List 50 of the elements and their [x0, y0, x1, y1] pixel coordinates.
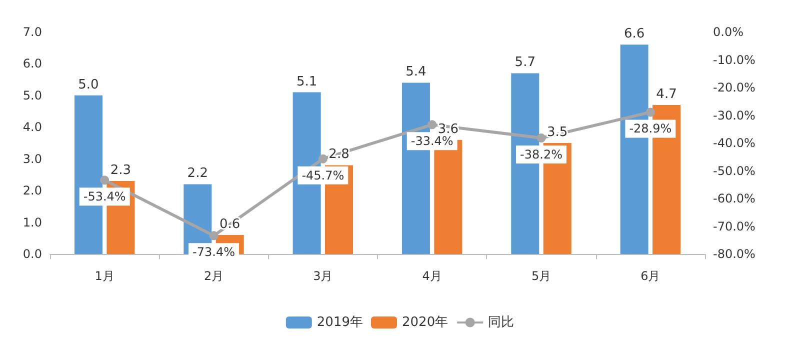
data-label: 4.7	[656, 86, 677, 102]
point	[100, 176, 110, 185]
y2-tick-label: -50.0%	[713, 164, 756, 178]
y2-tick-label: -60.0%	[713, 192, 756, 206]
y-tick-label: 1.0	[22, 215, 42, 230]
data-label: 3.5	[547, 125, 568, 140]
x-tick-label: 2月	[204, 269, 224, 283]
data-label: -53.4%	[83, 190, 126, 204]
point	[646, 108, 655, 117]
x-tick-label: 6月	[640, 269, 660, 283]
y-tick-label: 6.0	[22, 56, 42, 71]
y-tick-label: 2.0	[22, 184, 42, 198]
data-label: -28.9%	[629, 122, 672, 136]
data-label: 2.2	[187, 166, 208, 182]
legend-label: 2019年	[316, 315, 364, 330]
data-label: 5.1	[296, 74, 318, 90]
legend-label: 同比	[488, 315, 514, 330]
y2-tick-label: -70.0%	[713, 219, 756, 234]
data-label: 2.8	[328, 147, 350, 162]
x-tick-label: 1月	[94, 269, 114, 283]
y2-tick-label: -80.0%	[713, 247, 756, 261]
data-label: 2.3	[110, 163, 132, 178]
x-tick-label: 4月	[422, 269, 442, 283]
data-label: -73.4%	[192, 245, 235, 260]
y-tick-label: 0.0	[22, 247, 42, 261]
point	[536, 134, 546, 142]
point	[428, 120, 437, 130]
y-tick-label: 5.0	[22, 88, 42, 102]
y2-tick-label: 0.0%	[713, 25, 744, 39]
data-label: 5.7	[514, 55, 536, 70]
y2-tick-label: -10.0%	[713, 52, 756, 67]
x-tick-label: 5月	[531, 269, 552, 283]
y2-tick-label: -40.0%	[713, 136, 756, 150]
data-label: -33.4%	[410, 134, 454, 148]
point	[318, 154, 328, 164]
data-label: 5.4	[406, 64, 426, 80]
y2-tick-label: -20.0%	[713, 80, 756, 94]
data-label: -38.2%	[520, 148, 562, 162]
legend-label: 2020年	[402, 315, 448, 330]
data-label: 5.0	[78, 77, 99, 92]
point	[209, 231, 218, 240]
data-label: 0.6	[220, 216, 240, 232]
y2-tick-label: -30.0%	[713, 108, 756, 122]
data-label: -45.7%	[302, 168, 344, 182]
y-tick-label: 4.0	[22, 120, 42, 134]
y-tick-label: 3.0	[22, 152, 42, 166]
data-label: 6.6	[624, 26, 645, 42]
y-tick-label: 7.0	[22, 25, 42, 39]
x-tick-label: 3月	[313, 269, 333, 283]
data-label: 3.6	[438, 122, 459, 137]
